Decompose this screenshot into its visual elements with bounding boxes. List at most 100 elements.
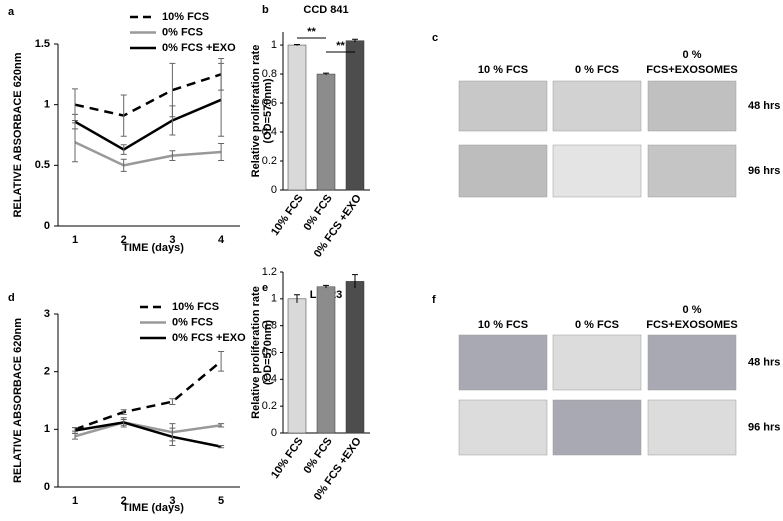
error-bar <box>218 350 225 372</box>
column-label: FCS+EXOSOMES <box>646 319 737 331</box>
micrograph <box>552 334 642 391</box>
x-tick-label: 5 <box>218 495 224 507</box>
error-bar <box>169 150 176 161</box>
panel-letter: e <box>262 282 268 294</box>
y-tick-label: 3 <box>44 308 50 320</box>
error-bar <box>120 419 127 426</box>
error-bar <box>294 294 300 303</box>
error-bar <box>120 144 127 155</box>
row-label: 48 hrs <box>748 356 780 368</box>
chart-title: CCD 841 <box>303 4 348 16</box>
error-bar <box>218 444 225 449</box>
micrograph <box>647 399 737 456</box>
bar <box>287 44 307 191</box>
y-tick-label: 0 <box>44 481 50 493</box>
y-axis-label-sub: (OD=570nm) <box>262 320 274 385</box>
error-bar <box>218 142 225 161</box>
column-label: FCS+EXOSOMES <box>646 64 737 76</box>
error-bar <box>169 427 176 446</box>
column-label: 0 % <box>683 49 702 61</box>
error-bar <box>218 423 225 428</box>
y-tick-label: 0.6 <box>262 346 277 358</box>
line <box>74 141 222 167</box>
x-axis-label: TIME (days) <box>122 502 184 514</box>
error-bar <box>218 62 225 137</box>
y-tick-label: 2 <box>44 366 50 378</box>
y-tick-label: 0 <box>271 184 277 196</box>
y-tick-label: 1.5 <box>35 38 50 50</box>
bar <box>345 281 365 434</box>
x-tick-label: 3 <box>169 234 175 246</box>
error-bar <box>120 94 127 137</box>
x-tick-label: 1 <box>72 495 78 507</box>
micrograph <box>647 144 737 198</box>
legend-label: 10% FCS <box>172 301 219 313</box>
error-bar <box>169 105 176 136</box>
panel-letter: c <box>432 32 438 44</box>
y-tick-label: 0.8 <box>262 68 277 80</box>
error-bar <box>323 284 329 289</box>
y-tick-label: 0.6 <box>262 97 277 109</box>
y-tick-label: 1.2 <box>262 266 277 278</box>
error-bar <box>72 113 78 130</box>
error-bar <box>120 409 127 415</box>
error-bar <box>294 43 300 46</box>
micrograph <box>552 144 642 198</box>
significance-label: ** <box>307 26 316 38</box>
x-tick-label: 2 <box>121 234 127 246</box>
line <box>74 73 222 117</box>
panel-letter: d <box>8 292 15 304</box>
row-label: 96 hrs <box>748 421 780 433</box>
significance-label: ** <box>336 40 345 52</box>
y-tick-label: 1 <box>271 39 277 51</box>
y-tick-label: 1 <box>44 423 50 435</box>
y-tick-label: 0.2 <box>262 155 277 167</box>
line <box>74 98 222 152</box>
line <box>74 360 222 431</box>
legend-label: 0% FCS <box>172 316 213 328</box>
y-axis-label: RELATIVE ABSORBACE 620nm <box>12 52 24 217</box>
legend-label: 0% FCS +EXO <box>172 332 246 344</box>
x-tick-label: 1 <box>72 234 78 246</box>
micrograph <box>458 144 548 198</box>
bar <box>316 286 336 434</box>
line <box>74 421 222 448</box>
micrograph <box>647 334 737 391</box>
y-axis-label-sub: (OD=570nm) <box>262 78 274 143</box>
column-label: 10 % FCS <box>478 64 528 76</box>
bar <box>316 73 336 191</box>
y-tick-label: 0 <box>44 220 50 232</box>
y-axis-label: Relative proliferation rate <box>250 286 262 419</box>
micrograph <box>552 399 642 456</box>
row-label: 48 hrs <box>748 100 780 112</box>
panel-letter: b <box>262 4 269 16</box>
y-tick-label: 0.8 <box>262 320 277 332</box>
x-tick-label: 10% FCS <box>269 436 306 481</box>
legend-label: 10% FCS <box>162 11 209 23</box>
error-bar <box>352 38 358 43</box>
x-axis-label: TIME (days) <box>122 242 184 254</box>
y-tick-label: 0 <box>271 427 277 439</box>
y-tick-label: 1 <box>44 99 50 111</box>
x-tick-label: 4 <box>218 234 225 246</box>
x-tick-label: 3 <box>169 495 175 507</box>
y-axis-label: RELATIVE ABSORBACE 620nm <box>12 318 24 483</box>
y-tick-label: 0.4 <box>262 126 277 138</box>
error-bar <box>323 72 329 75</box>
bar <box>287 298 307 434</box>
y-tick-label: 1 <box>271 293 277 305</box>
legend-label: 0% FCS +EXO <box>162 42 236 54</box>
column-label: 0 % FCS <box>575 319 619 331</box>
y-tick-label: 0.2 <box>262 400 277 412</box>
row-label: 96 hrs <box>748 165 780 177</box>
micrograph <box>458 80 548 132</box>
error-bar <box>169 398 176 406</box>
y-tick-label: 0.5 <box>35 159 50 171</box>
bar <box>345 40 365 191</box>
column-label: 0 % <box>683 304 702 316</box>
micrograph <box>458 399 548 456</box>
panel-letter: a <box>8 6 15 18</box>
error-bar <box>72 427 78 434</box>
legend-label: 0% FCS <box>162 26 203 38</box>
